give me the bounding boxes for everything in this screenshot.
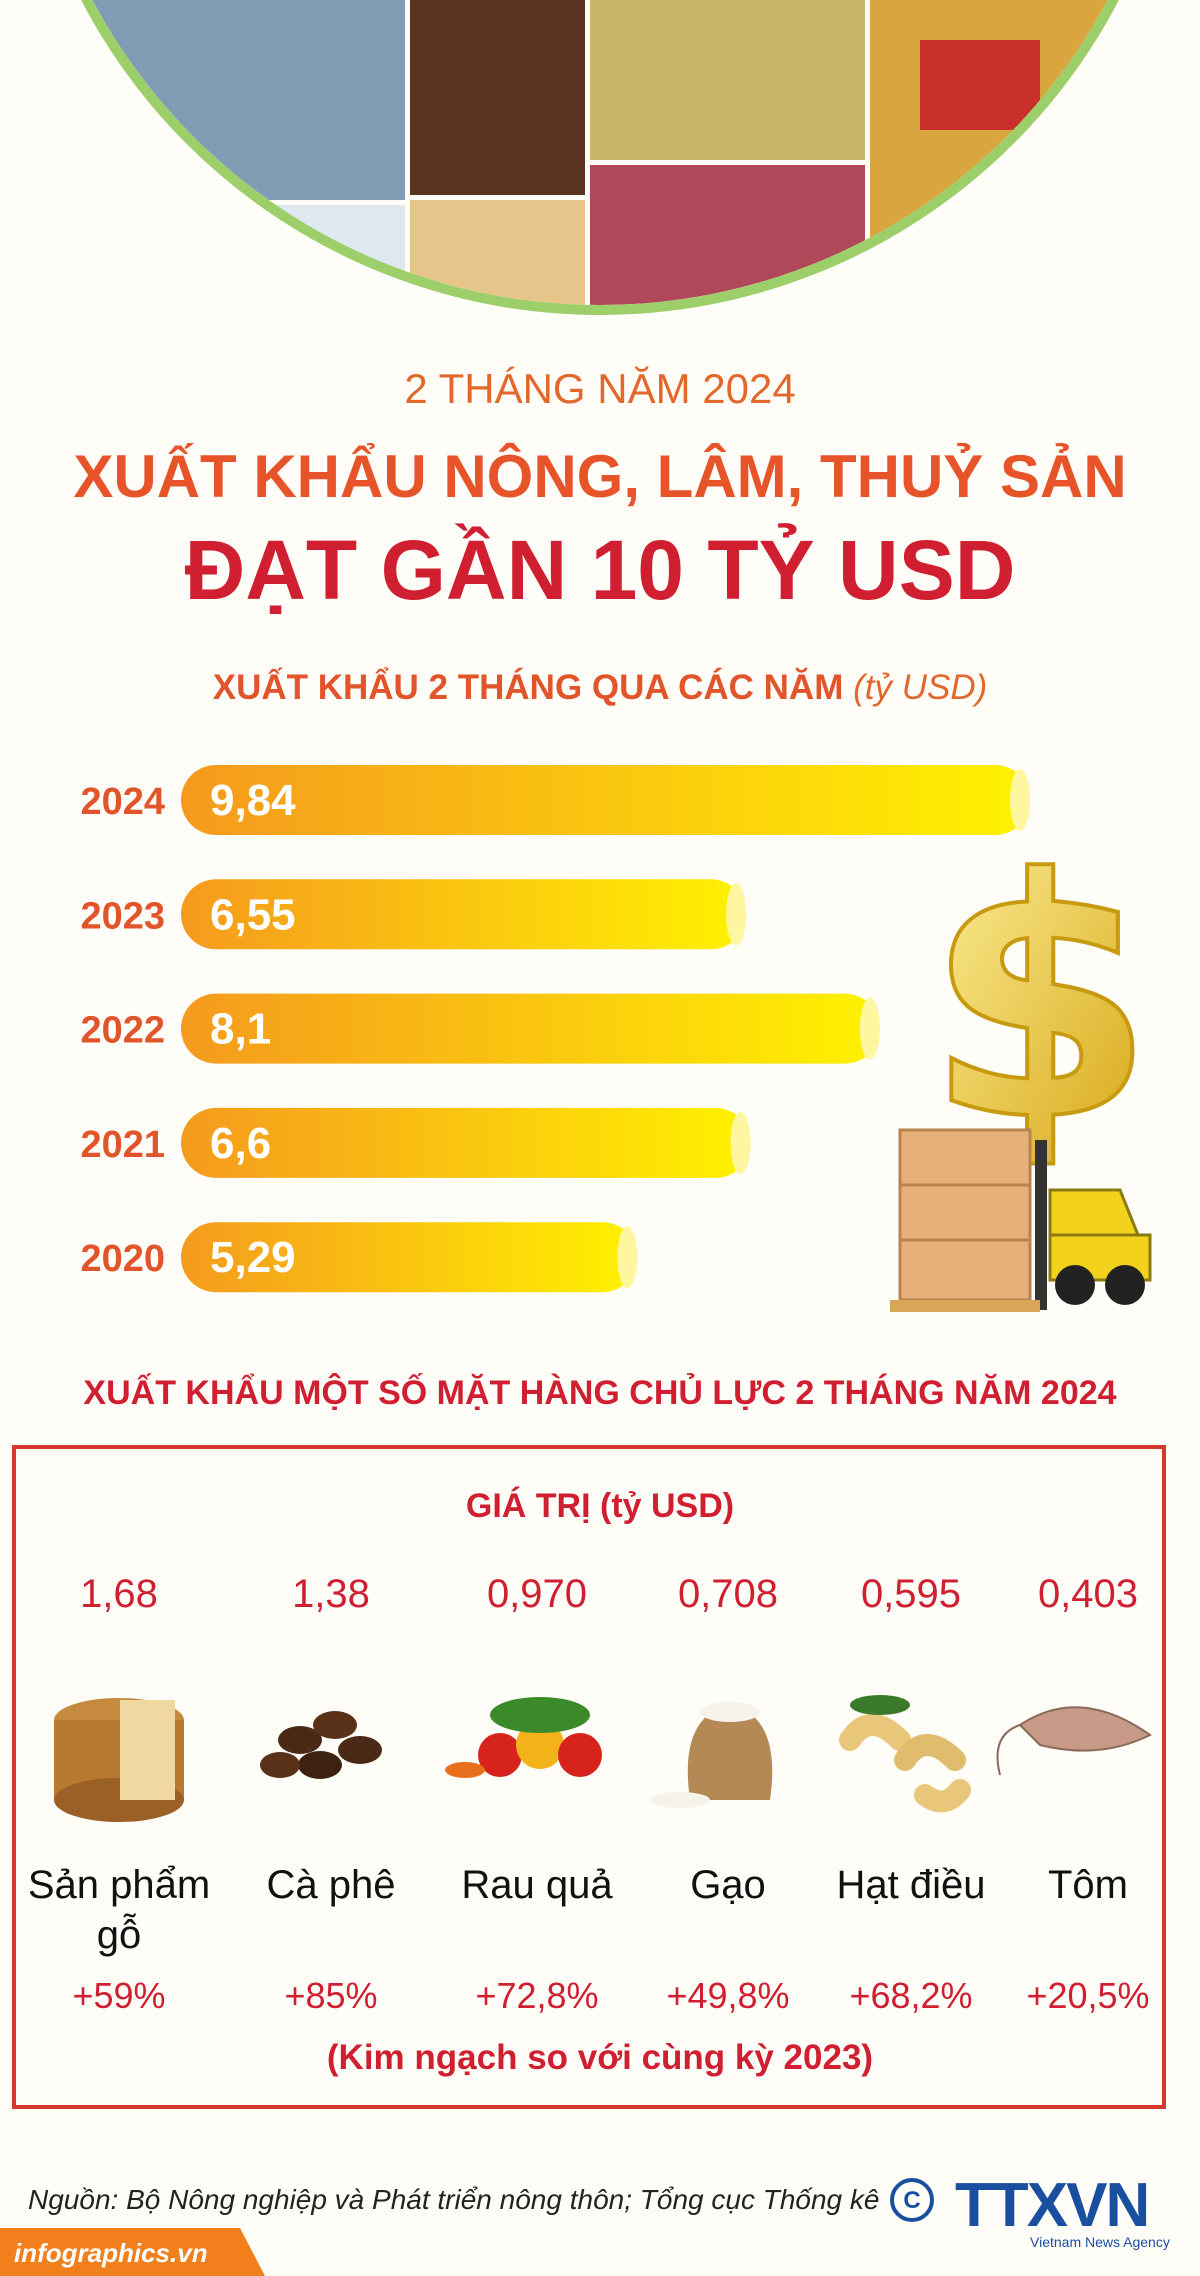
logo: TTXVN [955, 2171, 1150, 2240]
bar [181, 993, 880, 1064]
source: Nguồn: Bộ Nông nghiệp và Phát triển nông… [28, 2184, 880, 2215]
product-icons [54, 1695, 1152, 1822]
site-band [0, 2228, 265, 2276]
bar-cap [1010, 769, 1030, 831]
product-change: +59% [72, 1975, 166, 2016]
value-label: 6,55 [210, 890, 296, 939]
bar-chart: 2024 9,84 2023 6,55 2022 8,1 2021 6,6 2020 5,29 [80, 765, 1030, 1293]
value-label: 6,6 [210, 1119, 271, 1168]
chart-title: XUẤT KHẨU 2 THÁNG QUA CÁC NĂM [212, 668, 844, 707]
product-name: Hạt điều [836, 1863, 986, 1907]
product-name: Rau quả [461, 1863, 613, 1907]
value-label: 8,1 [210, 1005, 271, 1054]
product-name: Tôm [1048, 1863, 1128, 1907]
headline: ĐẠT GẦN 10 TỶ USD [184, 523, 1016, 617]
bar-cap [730, 1111, 751, 1174]
category-label: 2021 [80, 1124, 165, 1166]
bar-cap [617, 1226, 638, 1289]
product-name: Cà phê [266, 1863, 396, 1907]
photo-collage [25, 0, 1175, 305]
product-name: Sản phẩm gỗ [27, 1863, 211, 1957]
product-value: 0,595 [860, 1572, 962, 1616]
category-label: 2023 [80, 895, 165, 937]
product-name: Gạo [690, 1863, 766, 1907]
logo-sub: Vietnam News Agency [1030, 2234, 1170, 2250]
title: XUẤT KHẨU NÔNG, LÂM, THUỶ SẢN [73, 443, 1127, 510]
value-label: 5,29 [210, 1233, 296, 1282]
value-label: 9,84 [210, 776, 296, 825]
chart-unit: (tỷ USD) [853, 668, 988, 707]
bar [181, 1222, 638, 1293]
note: (Kim ngạch so với cùng kỳ 2023) [326, 2038, 874, 2077]
category-label: 2022 [80, 1010, 165, 1052]
bar [181, 1107, 751, 1178]
bar-cap [726, 883, 747, 946]
kicker: 2 THÁNG NĂM 2024 [404, 365, 796, 412]
value-heading: GIÁ TRỊ (tỷ USD) [465, 1487, 735, 1525]
bar [181, 879, 747, 950]
product-value: 1,68 [80, 1572, 158, 1616]
product-change: +85% [284, 1975, 378, 2016]
product-value: 0,970 [486, 1572, 588, 1616]
copyright-icon [890, 2178, 934, 2222]
product-change: +68,2% [849, 1975, 973, 2016]
bar [181, 765, 1030, 835]
product-change: +49,8% [666, 1975, 790, 2016]
bar-cap [859, 997, 880, 1060]
category-label: 2020 [80, 1238, 165, 1280]
copyright-letter: C [903, 2187, 920, 2214]
category-label: 2024 [80, 781, 165, 823]
collage-border [81, 0, 1119, 315]
product-change: +72,8% [475, 1975, 599, 2016]
product-value: 0,708 [677, 1572, 779, 1616]
dollar-forklift: $ [890, 807, 1157, 1312]
products-box [12, 1445, 1166, 2109]
product-change: +20,5% [1026, 1975, 1150, 2016]
site: infographics.vn [14, 2238, 208, 2268]
product-value: 0,403 [1037, 1572, 1139, 1616]
svg-text:$: $ [925, 809, 1155, 1193]
products-title: XUẤT KHẨU MỘT SỐ MẶT HÀNG CHỦ LỰC 2 THÁN… [83, 1374, 1117, 1412]
product-value: 1,38 [292, 1572, 370, 1616]
chart-title-row: XUẤT KHẨU 2 THÁNG QUA CÁC NĂM (tỷ USD) [0, 668, 1200, 708]
